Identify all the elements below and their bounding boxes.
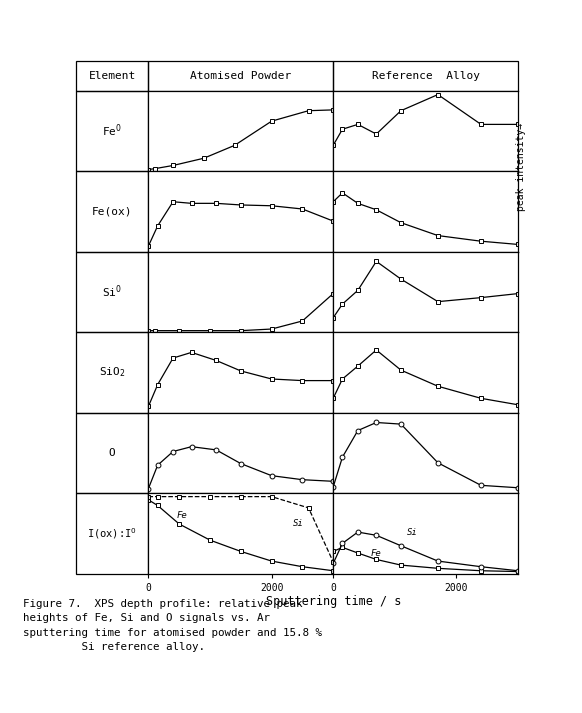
Text: peak intensity→: peak intensity→ [516,123,526,211]
Text: Reference  Alloy: Reference Alloy [371,71,480,81]
Text: Si$^0$: Si$^0$ [102,284,122,300]
Text: Fe: Fe [176,511,187,520]
Text: Fe: Fe [370,549,381,558]
Text: SiO$_2$: SiO$_2$ [99,366,125,379]
Text: Sputtering time / s: Sputtering time / s [265,595,401,608]
Text: Figure 7.  XPS depth profile: relative peak
heights of Fe, Si and O signals vs. : Figure 7. XPS depth profile: relative pe… [23,599,322,652]
Text: Fe(ox): Fe(ox) [92,206,132,217]
Text: Si: Si [407,528,418,538]
Text: O: O [109,448,115,458]
Text: Element: Element [88,71,136,81]
Text: Fe$^0$: Fe$^0$ [102,123,122,139]
Text: Si: Si [293,518,304,528]
Text: Atomised Powder: Atomised Powder [190,71,292,81]
Text: I(ox):I$^0$: I(ox):I$^0$ [87,526,137,541]
